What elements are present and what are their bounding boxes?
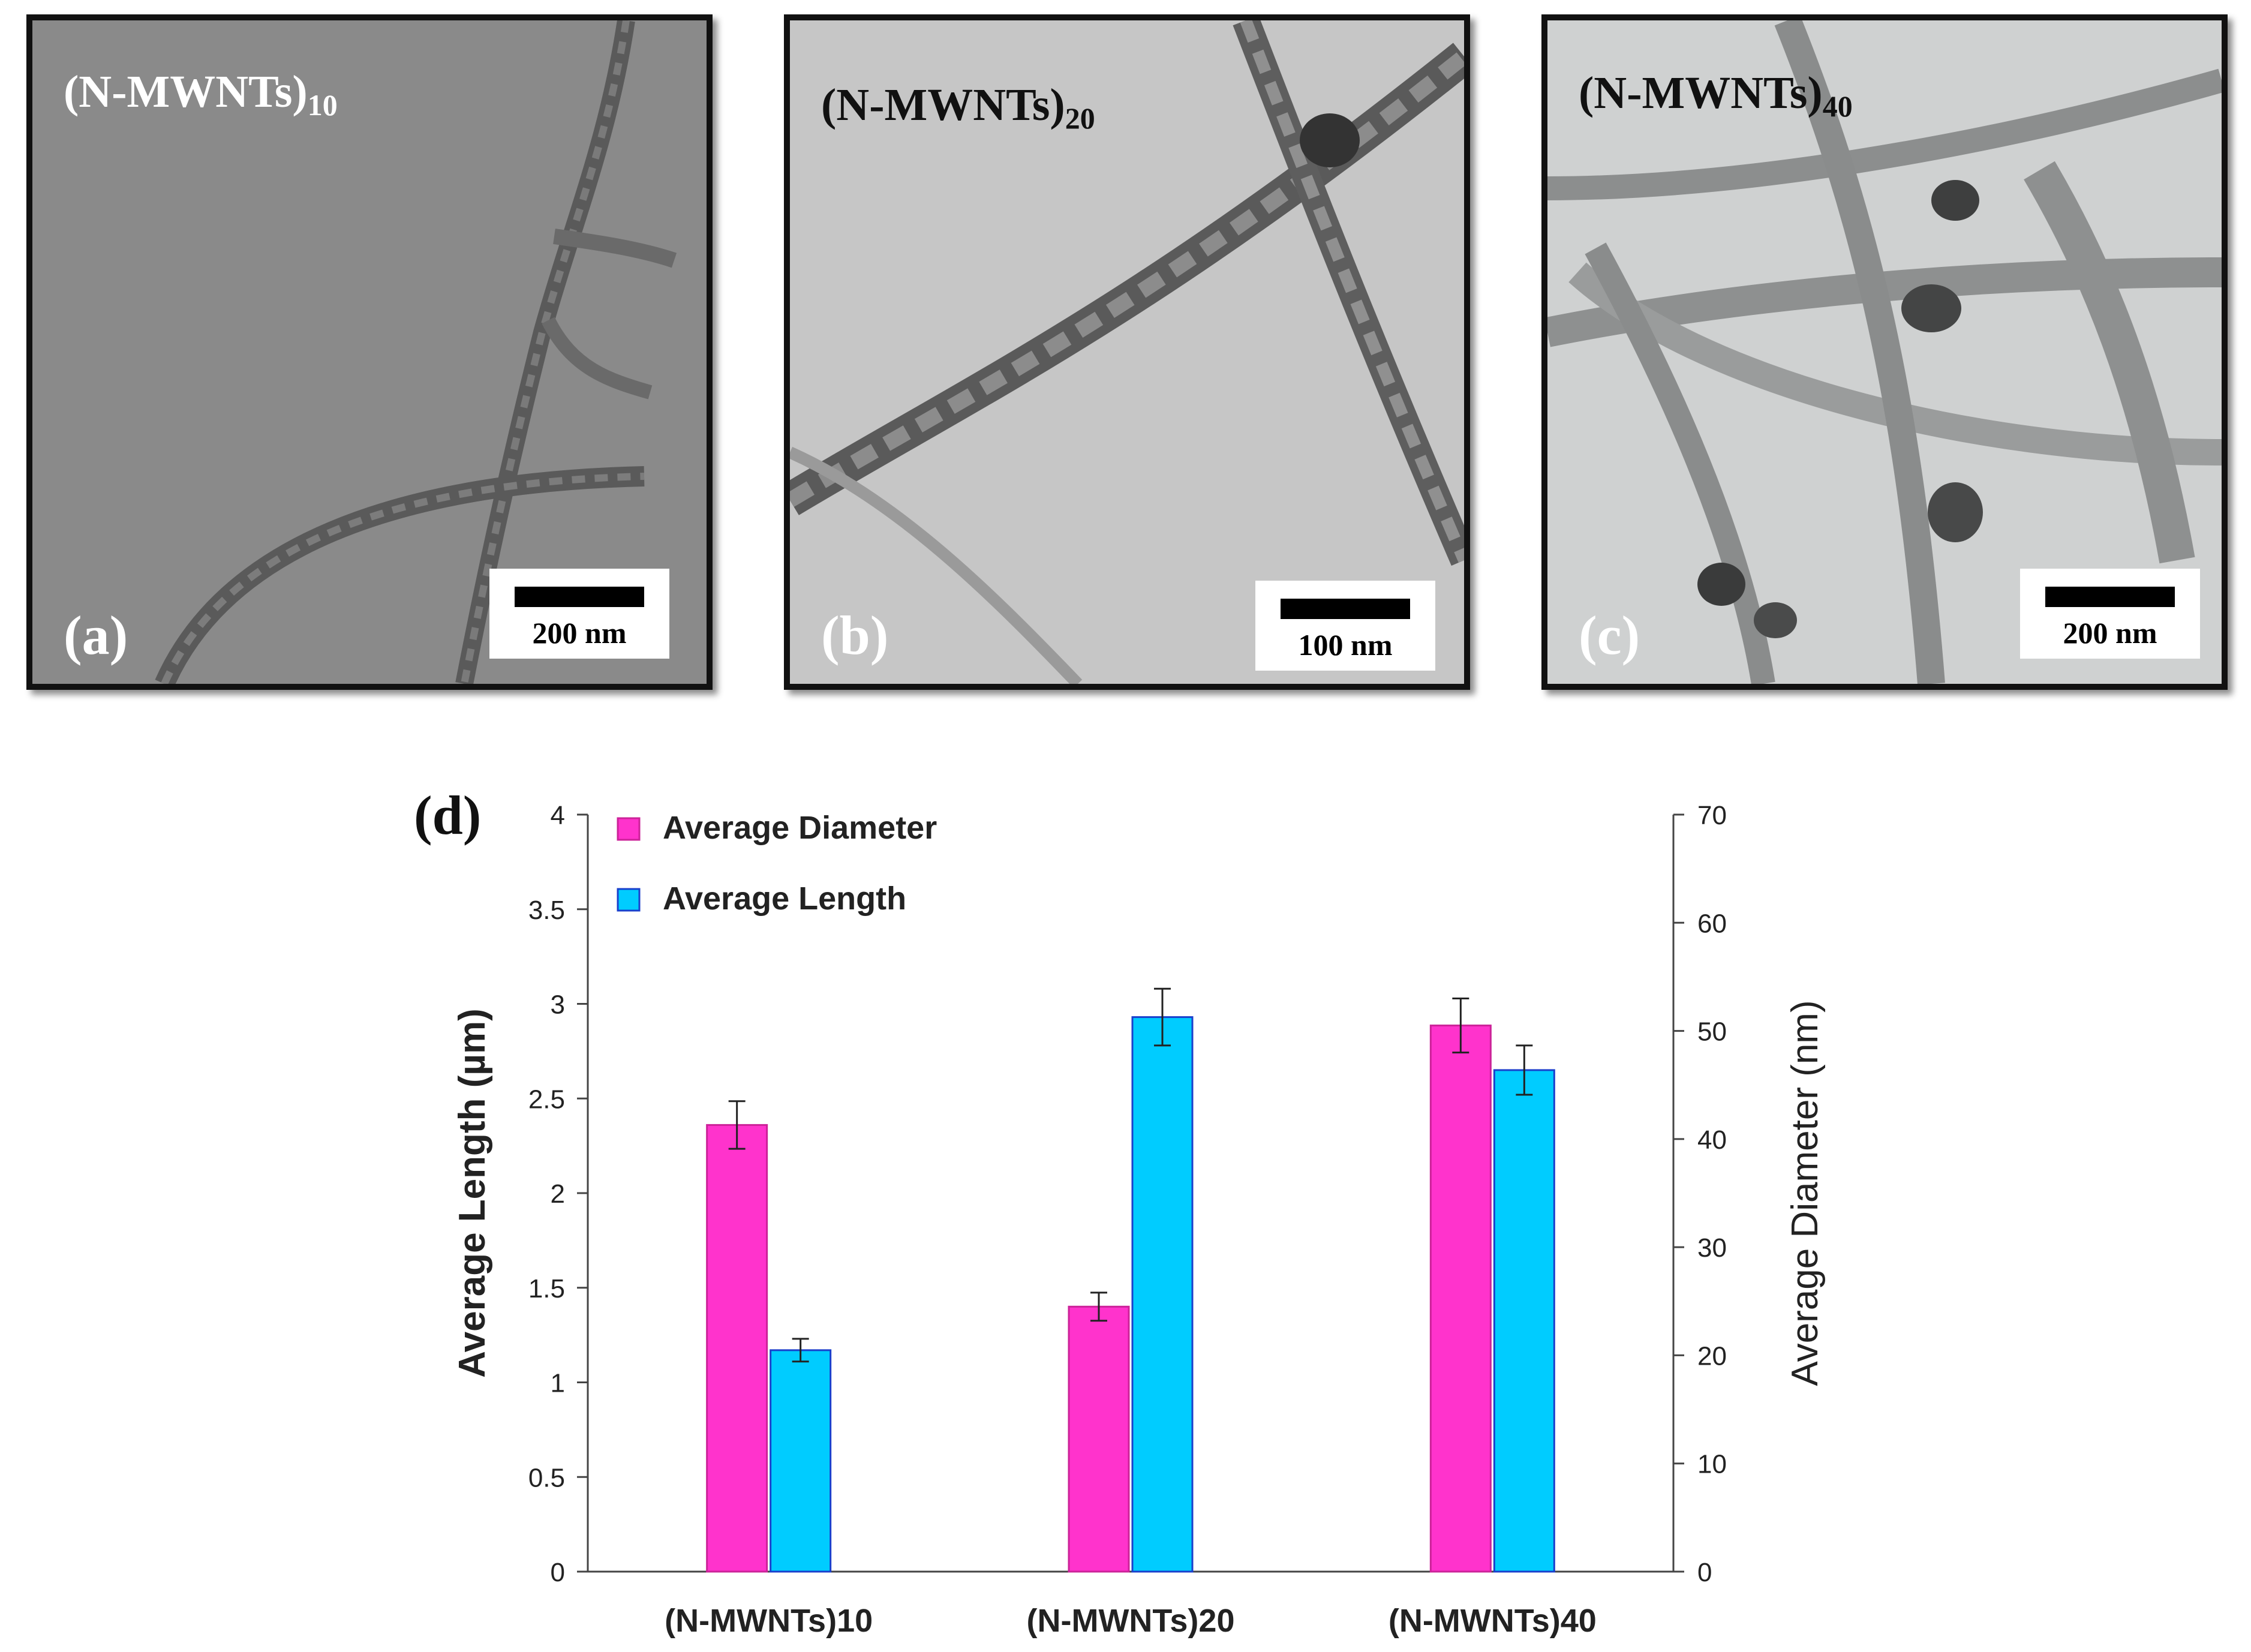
bar-average-length	[1494, 1070, 1554, 1572]
sample-label-b: (N-MWNTs)20	[821, 79, 1095, 131]
bar-average-diameter	[1430, 1026, 1490, 1572]
scale-bar-line	[515, 587, 644, 607]
panel-letter-c: (c)	[1579, 603, 1640, 667]
x-tick-label: (N-MWNTs)10	[665, 1603, 873, 1639]
scale-bar-label: 100 nm	[1255, 627, 1435, 662]
left-tick-label: 3.5	[528, 896, 565, 925]
panel-letter-d: (d)	[414, 785, 481, 846]
left-tick-label: 0	[551, 1558, 565, 1587]
tem-panel-b: (N-MWNTs)20 (b) 100 nm	[784, 14, 1470, 690]
right-tick-label: 30	[1697, 1233, 1727, 1263]
y-axis-right-title: Average Diameter (nm)	[1784, 1000, 1826, 1386]
left-tick-label: 2	[551, 1179, 565, 1209]
bar-average-diameter	[707, 1125, 767, 1572]
scale-bar-c: 200 nm	[2020, 569, 2200, 659]
x-tick-label: (N-MWNTs)40	[1389, 1603, 1597, 1639]
right-tick-label: 10	[1697, 1450, 1727, 1479]
sample-label-c: (N-MWNTs)40	[1579, 67, 1853, 119]
tem-panel-c: (N-MWNTs)40 (c) 200 nm	[1541, 14, 2228, 690]
left-tick-label: 4	[551, 801, 565, 830]
y-axis-left-title: Average Length (µm)	[452, 1008, 493, 1378]
panel-letter-a: (a)	[64, 603, 128, 667]
left-tick-label: 1	[551, 1369, 565, 1398]
tem-panel-a: (N-MWNTs)10 (a) 200 nm	[26, 14, 713, 690]
left-tick-label: 1.5	[528, 1274, 565, 1303]
bar-average-diameter	[1069, 1306, 1129, 1572]
bar-chart: (d) 00.511.522.533.54010203040506070Aver…	[0, 768, 2251, 1652]
right-tick-label: 40	[1697, 1125, 1727, 1155]
right-tick-label: 60	[1697, 909, 1727, 938]
scale-bar-line	[2045, 587, 2175, 607]
scale-bar-line	[1281, 599, 1410, 619]
legend-swatch	[618, 818, 639, 840]
scale-bar-label: 200 nm	[2020, 615, 2200, 650]
right-tick-label: 50	[1697, 1017, 1727, 1047]
legend-label: Average Diameter	[663, 810, 937, 846]
scale-bar-label: 200 nm	[489, 615, 669, 650]
left-tick-label: 3	[551, 990, 565, 1020]
legend-swatch	[618, 889, 639, 911]
right-tick-label: 20	[1697, 1341, 1727, 1371]
scale-bar-a: 200 nm	[489, 569, 669, 659]
left-tick-label: 2.5	[528, 1085, 565, 1114]
panel-letter-b: (b)	[821, 603, 888, 667]
plot-area: 00.511.522.533.54010203040506070Average …	[452, 801, 1826, 1639]
bar-average-length	[1132, 1017, 1192, 1572]
sample-label-a: (N-MWNTs)10	[64, 66, 338, 118]
right-tick-label: 0	[1697, 1558, 1712, 1587]
bar-average-length	[771, 1350, 831, 1572]
scale-bar-b: 100 nm	[1255, 581, 1435, 671]
left-tick-label: 0.5	[528, 1463, 565, 1492]
right-tick-label: 70	[1697, 801, 1727, 830]
legend-label: Average Length	[663, 881, 906, 917]
x-tick-label: (N-MWNTs)20	[1027, 1603, 1235, 1639]
